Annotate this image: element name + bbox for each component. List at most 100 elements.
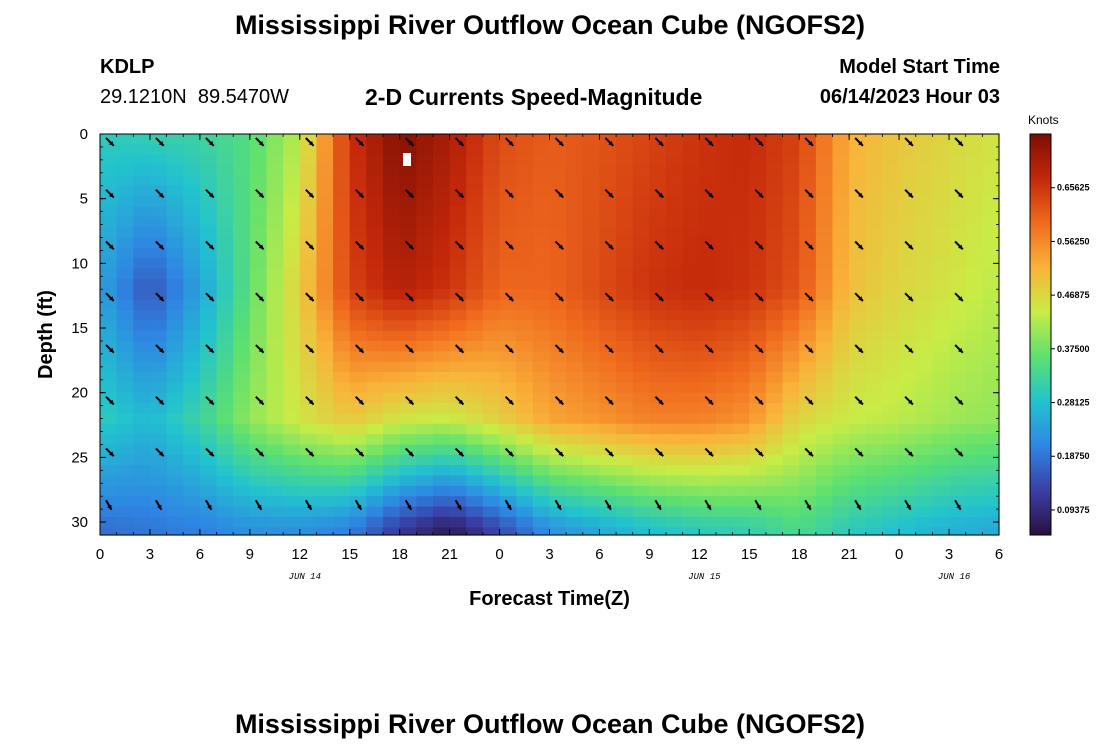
- current-arrow: [504, 240, 515, 251]
- heatmap-cell: [982, 227, 1000, 239]
- heatmap-cell: [366, 527, 384, 536]
- heatmap-cell: [732, 485, 750, 497]
- heatmap-cell: [599, 268, 617, 280]
- heatmap-cell: [682, 351, 700, 363]
- heatmap-cell: [383, 506, 401, 518]
- heatmap-cell: [399, 258, 417, 270]
- heatmap-cell: [899, 516, 917, 528]
- heatmap-cell: [915, 237, 934, 249]
- heatmap-cell: [932, 423, 950, 435]
- heatmap-cell: [715, 434, 734, 446]
- heatmap-cell: [316, 527, 334, 536]
- heatmap-cell: [965, 289, 983, 301]
- heatmap-cell: [466, 485, 484, 497]
- heatmap-cell: [399, 216, 417, 228]
- heatmap-cell: [366, 258, 384, 270]
- heatmap-cell: [516, 216, 534, 228]
- heatmap-cell: [299, 434, 318, 446]
- heatmap-cell: [632, 268, 650, 280]
- heatmap-cell: [782, 216, 800, 228]
- heatmap-cell: [699, 154, 717, 166]
- heatmap-cell: [666, 403, 684, 415]
- heatmap-cell: [682, 320, 700, 332]
- heatmap-cell: [299, 382, 318, 394]
- heatmap-cell: [865, 527, 884, 536]
- heatmap-cell: [532, 206, 551, 218]
- heatmap-cell: [183, 423, 201, 435]
- current-arrow: [504, 395, 515, 406]
- heatmap-cell: [299, 330, 318, 342]
- heatmap-cell: [949, 175, 967, 187]
- heatmap-cell: [699, 382, 717, 394]
- heatmap-cell: [815, 372, 834, 383]
- heatmap-cell: [432, 392, 451, 404]
- heatmap-cell: [100, 206, 118, 218]
- heatmap-cell: [649, 351, 667, 363]
- heatmap-cell: [682, 258, 700, 270]
- heatmap-cell: [349, 154, 367, 166]
- heatmap-cell: [965, 320, 983, 332]
- heatmap-cell: [249, 527, 268, 536]
- heatmap-cell: [499, 496, 517, 508]
- x-tick-label: 15: [341, 546, 358, 563]
- heatmap-cell: [815, 299, 834, 311]
- heatmap-cell: [882, 154, 900, 166]
- y-tick-label: 10: [71, 255, 88, 272]
- heatmap-cell: [482, 403, 501, 415]
- heatmap-cell: [133, 196, 151, 208]
- heatmap-cell: [632, 165, 650, 176]
- heatmap-cell: [815, 392, 834, 404]
- heatmap-cell: [482, 361, 501, 373]
- heatmap-cell: [932, 175, 950, 187]
- heatmap-cell: [349, 516, 367, 528]
- y-tick-label: 20: [71, 385, 88, 402]
- heatmap-cell: [749, 216, 767, 228]
- heatmap-cell: [133, 475, 151, 487]
- heatmap-cell: [649, 403, 667, 415]
- heatmap-cell: [416, 278, 434, 290]
- heatmap-cell: [949, 382, 967, 394]
- heatmap-cell: [965, 496, 983, 508]
- heatmap-cell: [432, 475, 451, 487]
- heatmap-cell: [799, 485, 817, 497]
- heatmap-cell: [532, 465, 551, 477]
- heatmap-cell: [199, 413, 218, 425]
- heatmap-cell: [366, 165, 384, 176]
- heatmap-cell: [582, 268, 601, 280]
- heatmap-cell: [133, 320, 151, 332]
- heatmap-cell: [166, 258, 184, 270]
- heatmap-cell: [682, 165, 700, 176]
- heatmap-cell: [516, 309, 534, 321]
- heatmap-cell: [715, 496, 734, 508]
- heatmap-cell: [982, 485, 1000, 497]
- heatmap-cell: [882, 434, 900, 446]
- heatmap-cell: [266, 144, 284, 156]
- heatmap-cell: [865, 154, 884, 166]
- heatmap-cell: [815, 309, 834, 321]
- heatmap-cell: [666, 372, 684, 383]
- heatmap-cell: [932, 268, 950, 280]
- heatmap-cell: [316, 154, 334, 166]
- heatmap-cell: [266, 134, 284, 145]
- heatmap-cell: [532, 485, 551, 497]
- heatmap-cell: [516, 268, 534, 280]
- heatmap-cell: [749, 382, 767, 394]
- heatmap-cell: [982, 403, 1000, 415]
- heatmap-cell: [499, 361, 517, 373]
- heatmap-cell: [133, 227, 151, 239]
- heatmap-cell: [949, 423, 967, 435]
- heatmap-cell: [715, 454, 734, 466]
- heatmap-cell: [882, 289, 900, 301]
- heatmap-cell: [516, 237, 534, 249]
- heatmap-cell: [432, 216, 451, 228]
- heatmap-cell: [599, 206, 617, 218]
- heatmap-cell: [882, 330, 900, 342]
- heatmap-cell: [116, 247, 134, 259]
- heatmap-cell: [732, 361, 750, 373]
- heatmap-cell: [566, 175, 584, 187]
- heatmap-cell: [149, 351, 168, 363]
- heatmap-cell: [682, 413, 700, 425]
- heatmap-cell: [666, 289, 684, 301]
- current-arrow: [305, 447, 315, 457]
- heatmap-cell: [649, 268, 667, 280]
